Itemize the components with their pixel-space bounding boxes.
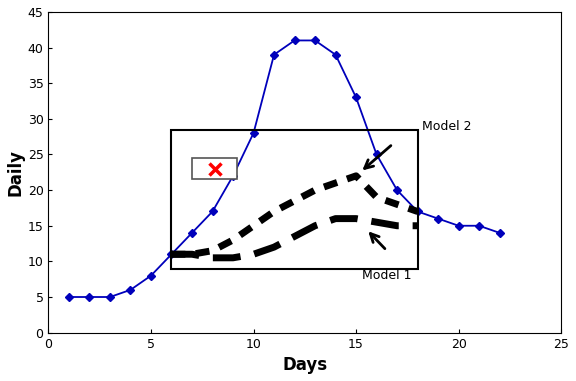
Bar — [192, 158, 237, 179]
Y-axis label: Daily: Daily — [7, 149, 25, 196]
Bar — [172, 130, 418, 269]
X-axis label: Days: Days — [282, 356, 327, 374]
Text: Model 1: Model 1 — [362, 269, 412, 282]
Text: Model 2: Model 2 — [422, 120, 471, 133]
